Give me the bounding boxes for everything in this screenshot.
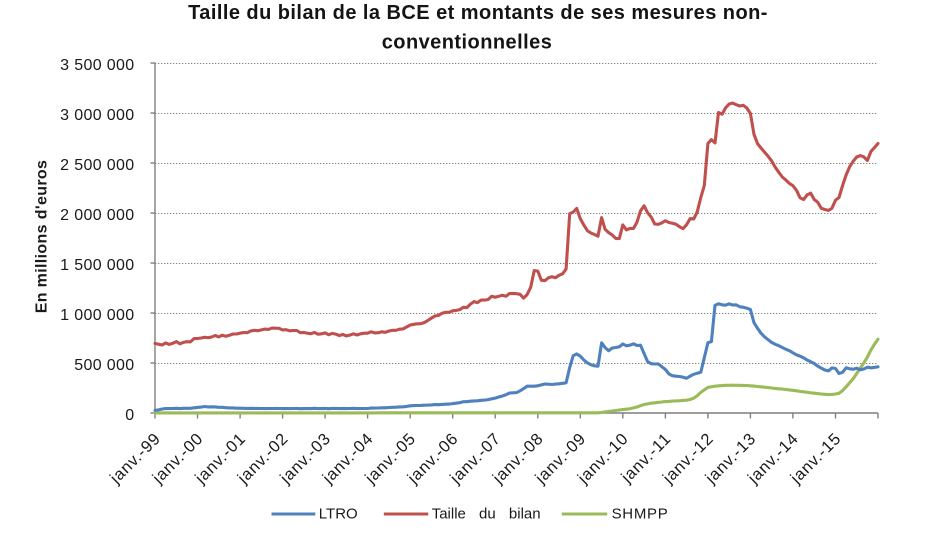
svg-text:conventionnelles: conventionnelles	[382, 31, 553, 53]
svg-text:2 000 000: 2 000 000	[60, 207, 134, 224]
svg-text:SHMPP: SHMPP	[612, 505, 669, 522]
svg-text:LTRO: LTRO	[319, 505, 358, 522]
svg-text:1 500 000: 1 500 000	[60, 257, 134, 274]
svg-text:500 000: 500 000	[74, 357, 134, 374]
svg-text:3 000 000: 3 000 000	[60, 107, 134, 124]
svg-text:Taille du bilan de la BCE et m: Taille du bilan de la BCE et montants de…	[188, 2, 768, 24]
svg-text:Taille du bilan: Taille du bilan	[432, 505, 541, 522]
svg-text:2 500 000: 2 500 000	[60, 157, 134, 174]
svg-text:0: 0	[125, 407, 134, 424]
svg-text:En millions d'euros: En millions d'euros	[34, 160, 51, 314]
svg-text:3 500 000: 3 500 000	[60, 57, 134, 74]
svg-text:1 000 000: 1 000 000	[60, 307, 134, 324]
